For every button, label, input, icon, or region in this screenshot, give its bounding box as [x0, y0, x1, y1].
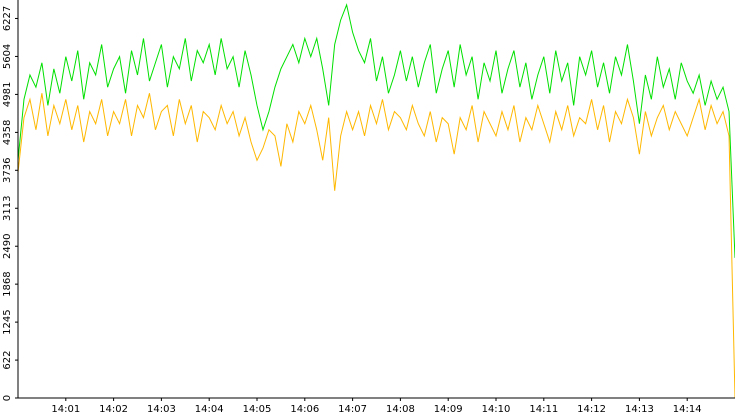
y-tick-label: 1868	[2, 271, 13, 296]
x-tick-label: 14:03	[147, 404, 176, 415]
y-tick-label: 6227	[2, 6, 13, 31]
y-tick-label: 1245	[2, 309, 13, 334]
x-tick-label: 14:06	[290, 404, 319, 415]
y-tick-label: 4358	[2, 120, 13, 145]
data-line	[17, 93, 735, 399]
x-tick-label: 14:14	[673, 404, 702, 415]
y-tick-label: 0	[2, 395, 13, 401]
y-tick-label: 5604	[2, 44, 13, 69]
y-tick-label: 3736	[2, 158, 13, 183]
y-tick-label: 2490	[2, 234, 13, 259]
x-tick-label: 14:07	[338, 404, 367, 415]
x-tick-label: 14:02	[99, 404, 128, 415]
data-line	[17, 3, 735, 258]
x-tick-label: 14:05	[243, 404, 272, 415]
x-tick-label: 14:13	[625, 404, 654, 415]
x-tick-label: 14:04	[195, 404, 224, 415]
x-tick-label: 14:01	[51, 404, 80, 415]
y-tick-label: 4981	[2, 82, 13, 107]
x-tick-label: 14:12	[577, 404, 606, 415]
x-tick-label: 14:09	[434, 404, 463, 415]
y-tick-label: 3113	[2, 196, 13, 221]
x-tick-label: 14:10	[482, 404, 511, 415]
x-tick-label: 14:11	[529, 404, 558, 415]
x-tick-label: 14:08	[386, 404, 415, 415]
y-tick-label: 622	[2, 351, 13, 370]
